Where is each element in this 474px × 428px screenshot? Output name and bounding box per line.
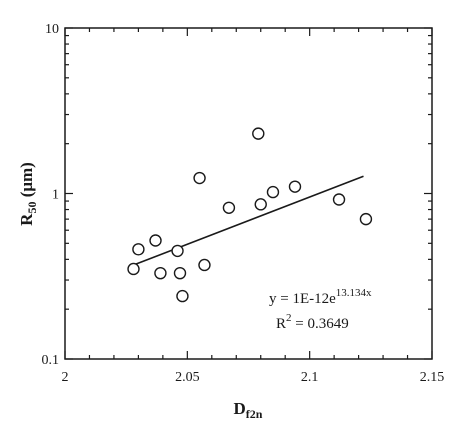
data-point [193,171,206,185]
data-point [198,258,211,272]
data-point [127,262,140,276]
data-point [254,198,267,211]
r-squared-exponent: 2 [286,312,292,324]
data-point [132,243,145,256]
data-point [173,266,187,280]
data-point [266,185,280,199]
axis-ticks [64,27,433,360]
y-axis-title: R50 (μm) [17,162,39,226]
plot-frame [64,27,433,360]
fit-equation-exponent: 13.134x [336,287,372,299]
y-axis-title-sub: 50 [25,202,39,214]
x-tick-label: 2 [62,370,69,385]
x-axis-title-sub: f2n [246,407,263,421]
x-tick-label: 2.1 [301,370,319,385]
r-squared-label: R2 = 0.3649 [276,312,349,332]
x-tick-label: 2.15 [420,370,445,385]
data-point [154,266,167,280]
r-squared-base: R [276,316,286,332]
tick-labels: 2 2.05 2.1 2.15 0.1 1 10 [42,22,445,385]
data-point [288,180,302,193]
y-axis-title-unit: (μm) [17,162,36,201]
x-tick-label: 2.05 [175,370,200,385]
fit-equation-base: y = 1E-12e [269,291,336,307]
y-tick-label: 0.1 [42,353,60,368]
y-axis-title-main: R [17,213,36,226]
data-point [222,201,236,214]
data-point [332,193,346,206]
y-tick-label: 1 [52,188,59,203]
x-axis-title-main: D [234,399,246,418]
data-point [359,212,373,226]
fit-equation: y = 1E-12e13.134x [269,287,372,307]
y-tick-label: 10 [45,22,59,37]
data-point [252,127,265,140]
x-axis-title: Df2n [234,399,263,421]
fit-line [133,175,364,266]
r-squared-value: = 0.3649 [292,316,349,332]
fit-line-group [133,175,364,266]
data-point [149,234,162,247]
data-point [171,244,184,258]
data-points [127,127,373,303]
data-point [176,289,189,303]
